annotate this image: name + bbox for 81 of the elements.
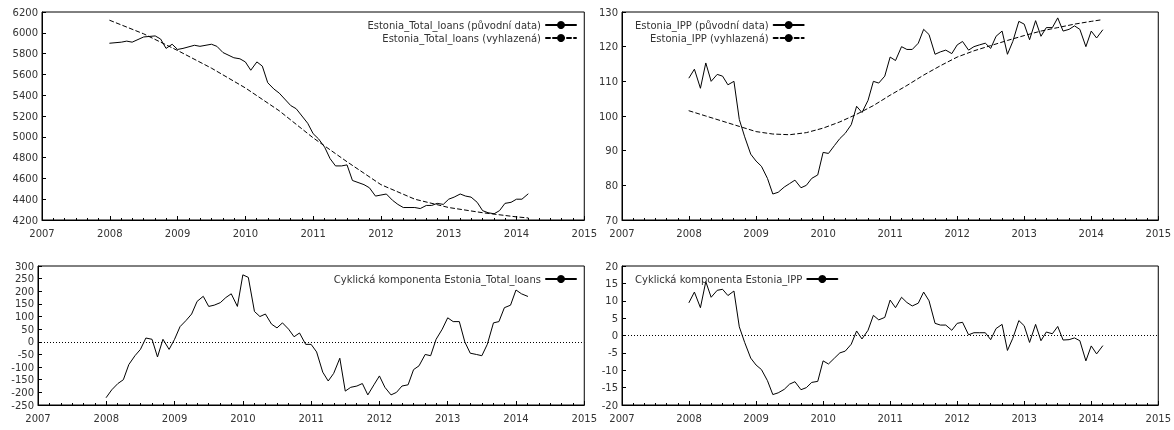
x-tick-label: 2008 — [93, 412, 120, 424]
x-tick-label: 2007 — [25, 412, 51, 424]
x-tick-label: 2014 — [503, 227, 530, 239]
y-tick-label: -20 — [601, 399, 618, 411]
y-tick-label: 5000 — [12, 131, 38, 143]
y-tick-label: -50 — [17, 348, 34, 360]
y-tick-label: 4800 — [12, 152, 38, 164]
x-tick-label: 2013 — [1011, 227, 1037, 239]
x-tick-label: 2012 — [366, 412, 393, 424]
y-tick-label: 130 — [598, 6, 618, 18]
y-tick-label: 6200 — [12, 6, 38, 18]
y-tick-label: 5400 — [12, 89, 38, 101]
y-tick-label: 15 — [605, 277, 618, 289]
y-tick-label: 4600 — [12, 172, 38, 184]
x-tick-label: 2014 — [503, 412, 529, 424]
legend-label: Cyklická komponenta Estonia_IPP — [634, 273, 803, 286]
x-tick-label: 2010 — [230, 412, 256, 424]
x-tick-label: 2013 — [1011, 412, 1037, 424]
y-tick-label: 4400 — [12, 193, 38, 205]
y-tick-label: -15 — [601, 382, 618, 394]
x-tick-label: 2007 — [29, 227, 55, 239]
y-tick-label: 150 — [14, 298, 34, 310]
x-tick-label: 2010 — [810, 227, 836, 239]
x-tick-label: 2008 — [676, 412, 702, 424]
y-tick-label: -200 — [11, 386, 34, 398]
y-tick-label: 200 — [14, 285, 34, 297]
x-tick-label: 2010 — [810, 412, 836, 424]
x-tick-label: 2015 — [1145, 227, 1171, 239]
x-tick-label: 2009 — [743, 227, 769, 239]
x-tick-label: 2008 — [97, 227, 123, 239]
legend-label: Cyklická komponenta Estonia_Total_loans — [333, 273, 541, 286]
y-tick-label: 50 — [21, 323, 34, 335]
x-tick-label: 2014 — [1078, 412, 1104, 424]
y-tick-label: 250 — [14, 273, 34, 285]
legend-label: Estonia_Total_loans (vyhlazená) — [382, 32, 542, 45]
x-tick-label: 2011 — [877, 227, 903, 239]
y-tick-label: -5 — [608, 347, 618, 359]
y-tick-label: 0 — [611, 330, 618, 341]
x-tick-label: 2012 — [368, 227, 394, 239]
x-tick-label: 2013 — [435, 227, 462, 239]
y-tick-label: 80 — [605, 179, 618, 191]
y-tick-label: -250 — [11, 399, 34, 411]
y-tick-label: 70 — [605, 214, 618, 226]
y-tick-label: 5800 — [12, 48, 38, 60]
y-tick-label: 5200 — [12, 110, 38, 122]
x-tick-label: 2015 — [571, 227, 597, 239]
x-tick-label: 2015 — [1145, 412, 1171, 424]
y-tick-label: 120 — [598, 41, 618, 53]
x-tick-label: 2013 — [434, 412, 461, 424]
x-tick-label: 2009 — [743, 412, 769, 424]
y-tick-label: 0 — [27, 336, 34, 348]
x-tick-label: 2012 — [944, 227, 970, 239]
y-tick-label: 6000 — [12, 27, 38, 39]
y-tick-label: 100 — [598, 110, 618, 122]
x-tick-label: 2012 — [944, 412, 970, 424]
x-tick-label: 2015 — [571, 412, 597, 424]
x-tick-label: 2014 — [1078, 227, 1104, 239]
x-tick-label: 2011 — [877, 412, 903, 424]
y-tick-label: 4200 — [12, 214, 38, 226]
y-tick-label: 5 — [611, 312, 618, 324]
y-tick-label: -150 — [11, 374, 34, 386]
y-tick-label: 20 — [605, 260, 618, 272]
x-tick-label: 2007 — [609, 227, 635, 239]
x-tick-label: 2011 — [298, 412, 324, 424]
legend-label: Estonia_IPP (původní data) — [634, 19, 769, 32]
x-tick-label: 2007 — [609, 412, 635, 424]
x-tick-label: 2011 — [300, 227, 326, 239]
x-tick-label: 2010 — [232, 227, 259, 239]
y-tick-label: 110 — [598, 75, 618, 87]
x-tick-label: 2009 — [161, 412, 188, 424]
x-tick-label: 2009 — [164, 227, 191, 239]
x-tick-label: 2008 — [676, 227, 702, 239]
y-tick-label: -10 — [601, 364, 618, 376]
y-tick-label: 90 — [605, 145, 618, 157]
y-tick-label: 300 — [14, 260, 34, 272]
y-tick-label: 10 — [605, 295, 618, 307]
legend-label: Estonia_IPP (vyhlazená) — [649, 32, 769, 45]
legend-label: Estonia_Total_loans (původní data) — [367, 19, 542, 32]
y-tick-label: 100 — [14, 311, 34, 323]
y-tick-label: -100 — [11, 361, 34, 373]
y-tick-label: 5600 — [12, 68, 38, 80]
